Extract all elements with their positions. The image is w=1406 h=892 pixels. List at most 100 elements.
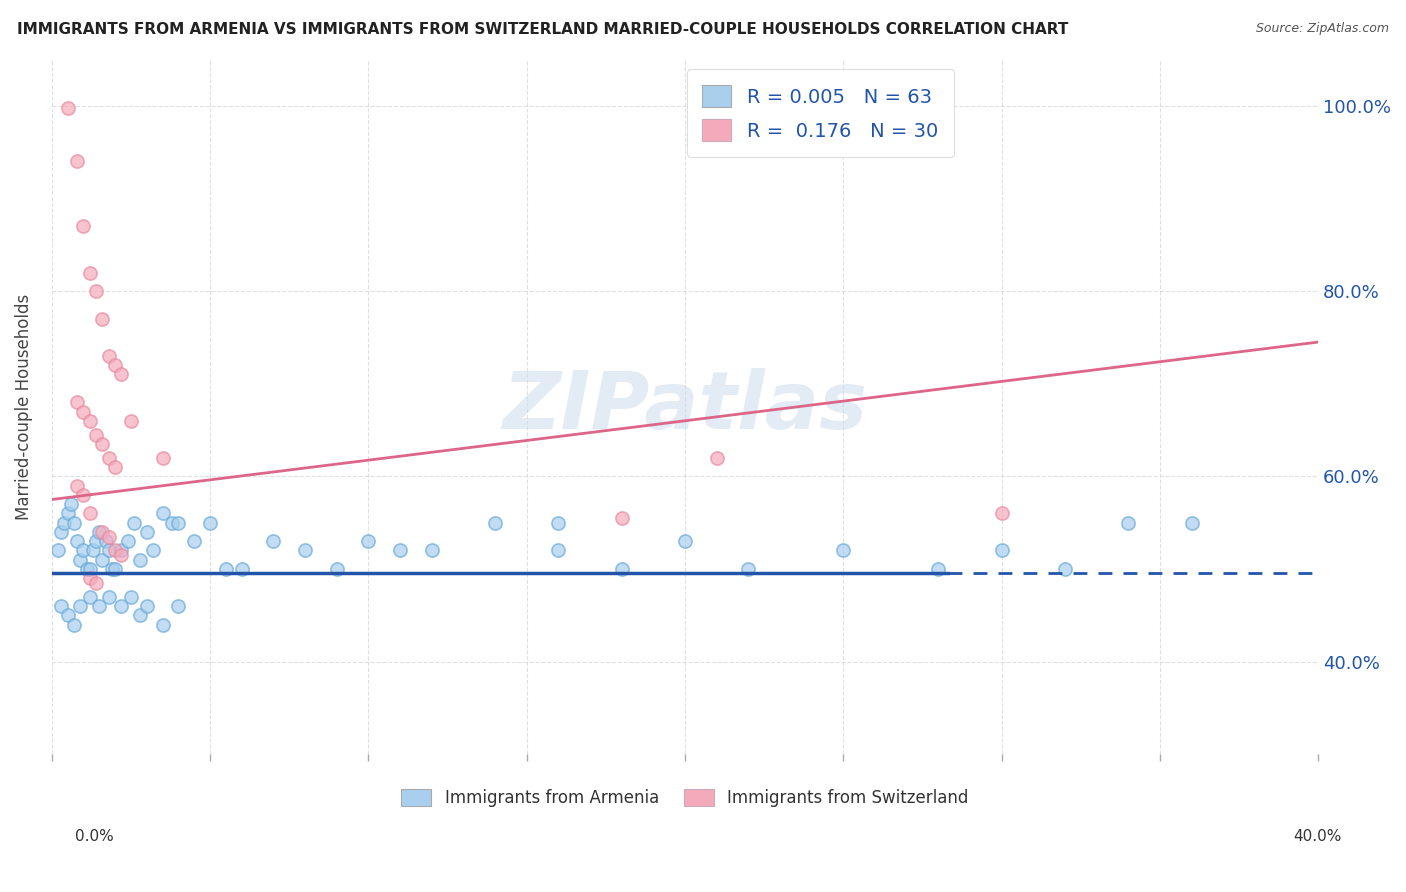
Point: [673, 534, 696, 549]
Point: [357, 534, 380, 549]
Point: [63, 617, 86, 632]
Point: [72, 488, 94, 502]
Point: [927, 562, 949, 576]
Point: [152, 507, 174, 521]
Point: [388, 543, 411, 558]
Point: [104, 358, 127, 372]
Point: [84, 575, 107, 590]
Point: [91, 524, 114, 539]
Point: [69, 552, 91, 566]
Point: [84, 534, 107, 549]
Point: [547, 516, 569, 530]
Point: [215, 562, 238, 576]
Point: [167, 516, 190, 530]
Point: [104, 460, 127, 475]
Point: [66, 395, 89, 409]
Point: [325, 562, 347, 576]
Point: [79, 571, 101, 585]
Point: [152, 617, 174, 632]
Point: [420, 543, 443, 558]
Point: [97, 530, 120, 544]
Point: [69, 599, 91, 613]
Point: [72, 219, 94, 234]
Point: [82, 543, 104, 558]
Text: 0.0%: 0.0%: [75, 830, 114, 844]
Point: [56, 608, 79, 623]
Point: [104, 543, 127, 558]
Point: [56, 507, 79, 521]
Point: [231, 562, 253, 576]
Point: [129, 552, 152, 566]
Point: [79, 562, 101, 576]
Point: [160, 516, 183, 530]
Text: ZIPatlas: ZIPatlas: [502, 368, 868, 446]
Point: [167, 599, 190, 613]
Point: [97, 450, 120, 465]
Point: [89, 524, 111, 539]
Point: [990, 507, 1012, 521]
Point: [91, 312, 114, 326]
Point: [94, 534, 117, 549]
Point: [84, 427, 107, 442]
Point: [135, 599, 157, 613]
Point: [91, 437, 114, 451]
Point: [110, 368, 132, 382]
Point: [51, 524, 73, 539]
Point: [129, 608, 152, 623]
Point: [51, 599, 73, 613]
Point: [142, 543, 165, 558]
Point: [79, 590, 101, 604]
Point: [737, 562, 759, 576]
Point: [484, 516, 506, 530]
Point: [59, 497, 82, 511]
Point: [66, 534, 89, 549]
Point: [183, 534, 205, 549]
Text: 40.0%: 40.0%: [1294, 830, 1341, 844]
Point: [294, 543, 316, 558]
Point: [84, 284, 107, 298]
Point: [66, 154, 89, 169]
Point: [56, 101, 79, 115]
Point: [63, 516, 86, 530]
Point: [990, 543, 1012, 558]
Point: [72, 543, 94, 558]
Point: [610, 511, 633, 525]
Text: Source: ZipAtlas.com: Source: ZipAtlas.com: [1256, 22, 1389, 36]
Point: [198, 516, 221, 530]
Legend: Immigrants from Armenia, Immigrants from Switzerland: Immigrants from Armenia, Immigrants from…: [392, 780, 977, 815]
Point: [104, 562, 127, 576]
Point: [89, 599, 111, 613]
Y-axis label: Married-couple Households: Married-couple Households: [15, 293, 32, 520]
Text: IMMIGRANTS FROM ARMENIA VS IMMIGRANTS FROM SWITZERLAND MARRIED-COUPLE HOUSEHOLDS: IMMIGRANTS FROM ARMENIA VS IMMIGRANTS FR…: [17, 22, 1069, 37]
Point: [91, 552, 114, 566]
Point: [706, 450, 728, 465]
Point: [120, 414, 142, 428]
Point: [262, 534, 284, 549]
Point: [110, 599, 132, 613]
Point: [547, 543, 569, 558]
Point: [120, 590, 142, 604]
Point: [46, 543, 69, 558]
Point: [79, 507, 101, 521]
Point: [79, 266, 101, 280]
Point: [79, 414, 101, 428]
Point: [66, 478, 89, 492]
Point: [97, 590, 120, 604]
Point: [53, 516, 76, 530]
Point: [110, 548, 132, 562]
Point: [72, 404, 94, 418]
Point: [76, 562, 98, 576]
Point: [122, 516, 145, 530]
Point: [110, 543, 132, 558]
Point: [1116, 516, 1139, 530]
Point: [1053, 562, 1076, 576]
Point: [117, 534, 139, 549]
Point: [610, 562, 633, 576]
Point: [135, 524, 157, 539]
Point: [97, 543, 120, 558]
Point: [1180, 516, 1202, 530]
Point: [97, 349, 120, 363]
Point: [832, 543, 855, 558]
Point: [152, 450, 174, 465]
Point: [101, 562, 124, 576]
